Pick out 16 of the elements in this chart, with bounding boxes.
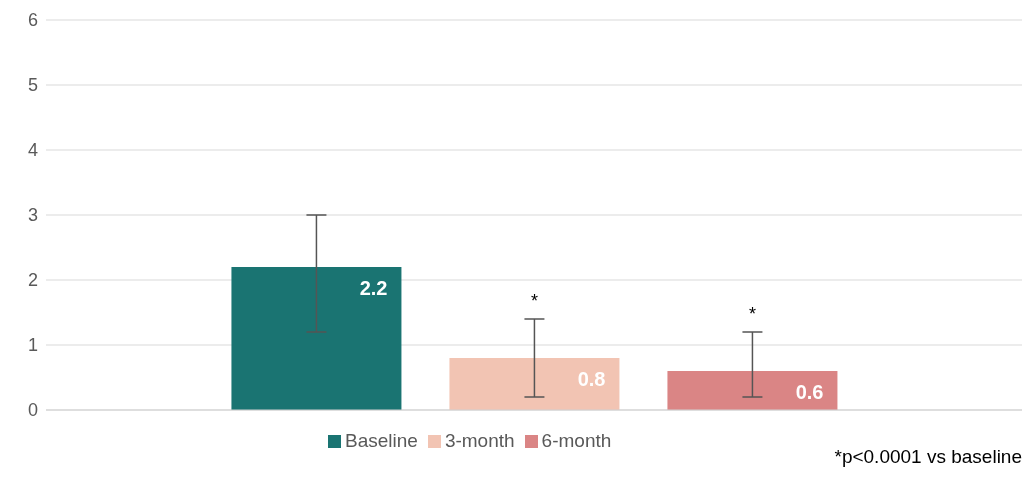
legend-label: Baseline — [345, 430, 418, 451]
annotation: * — [530, 291, 538, 311]
annotation: * — [748, 304, 756, 324]
data-label: 0.8 — [577, 368, 606, 391]
y-tick-label: 6 — [27, 10, 38, 31]
y-tick-label: 2 — [27, 270, 38, 291]
text: *p<0.0001 vs baseline — [834, 446, 1022, 468]
y-tick-label: 3 — [27, 205, 38, 226]
legend-label: 6-month — [541, 430, 612, 451]
y-tick-label: 4 — [27, 140, 38, 161]
y-tick-label: 1 — [27, 335, 38, 356]
y-tick-label: 0 — [27, 400, 38, 421]
data-label: 0.6 — [795, 381, 824, 404]
y-tick-label: 5 — [27, 75, 38, 96]
legend-label: 3-month — [444, 430, 515, 451]
data-label: 2.2 — [359, 277, 388, 300]
